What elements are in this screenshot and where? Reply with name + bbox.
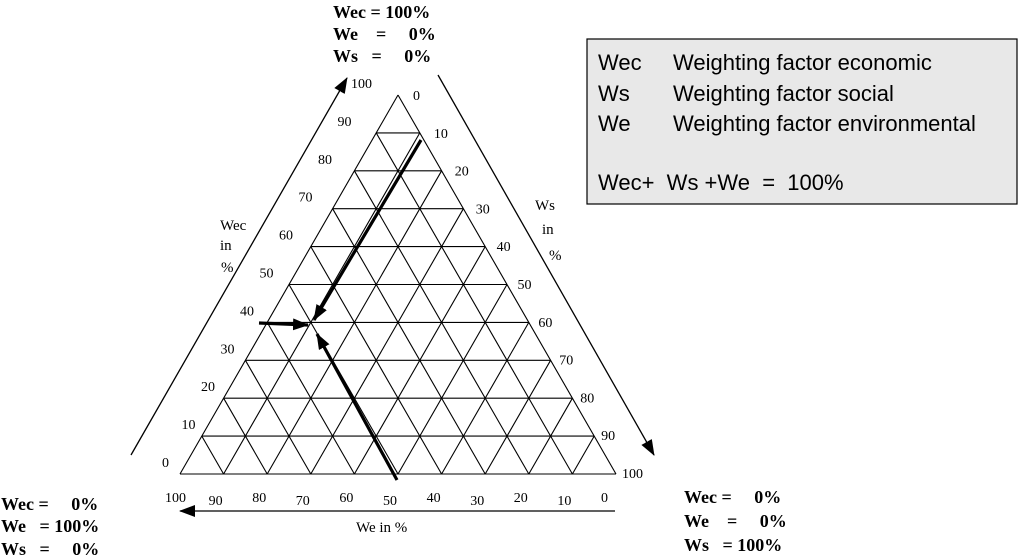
grid-line-rising — [244, 360, 312, 475]
wec-axis-arrow — [130, 77, 348, 456]
right-corner-wec: Wec = 0% — [684, 487, 781, 507]
wec-axis-label: Wec in % — [220, 218, 247, 276]
we-tick-label: 0 — [601, 491, 608, 506]
path-from-we-axis — [315, 333, 399, 481]
ws-tick-label: 20 — [455, 165, 469, 180]
ws-axis-label-line3: % — [549, 248, 562, 264]
wec-tick-label: 100 — [351, 77, 372, 92]
we-tick-label: 40 — [427, 491, 441, 506]
legend-symbol-ws: Ws — [598, 81, 630, 106]
grid-line-falling — [310, 208, 464, 475]
grid-line-falling — [223, 132, 421, 475]
we-tick-label: 30 — [470, 494, 484, 509]
ws-axis-label-line1: Ws — [535, 198, 555, 214]
top-corner-we: We = 0% — [333, 24, 436, 44]
ws-tick-label: 70 — [559, 354, 573, 369]
ws-tick-label: 0 — [413, 89, 420, 104]
wec-tick-label: 30 — [221, 342, 235, 357]
ws-tick-label: 30 — [476, 202, 490, 217]
top-corner-label: Wec = 100% We = 0% Ws = 0% — [333, 2, 436, 66]
wec-tick-label: 70 — [299, 191, 313, 206]
path-from-wec-axis — [258, 318, 309, 331]
top-corner-ws: Ws = 0% — [333, 46, 431, 66]
grid-line-falling — [571, 435, 595, 475]
we-tick-label: 50 — [383, 494, 397, 509]
right-corner-label: Wec = 0% We = 0% Ws = 100% — [684, 487, 787, 555]
we-tick-label: 80 — [252, 491, 266, 506]
ws-axis-arrow — [437, 74, 655, 456]
we-tick-label: 90 — [209, 494, 223, 509]
grid-line-rising — [375, 132, 573, 475]
we-axis-label: We in % — [356, 520, 407, 536]
we-tick-label: 100 — [165, 491, 186, 506]
grid-line-falling — [484, 360, 552, 475]
marked-point-paths — [258, 139, 423, 481]
wec-tick-label: 20 — [201, 380, 215, 395]
wec-axis-label-line3: % — [221, 260, 234, 276]
wec-tick-label: 60 — [279, 229, 293, 244]
wec-tick-label: 0 — [162, 456, 169, 471]
legend-symbol-wec: Wec — [598, 50, 642, 75]
right-corner-ws: Ws = 100% — [684, 535, 782, 555]
ws-tick-label: 60 — [538, 316, 552, 331]
top-corner-wec: Wec = 100% — [333, 2, 430, 22]
legend-desc-wec: Weighting factor economic — [673, 50, 932, 75]
legend-background — [586, 38, 1018, 205]
we-tick-label: 10 — [557, 494, 571, 509]
grid-line-falling — [397, 284, 508, 475]
path-from-ws-axis — [312, 139, 423, 321]
legend-box: Wec Weighting factor economic Ws Weighti… — [586, 38, 1018, 205]
ws-axis-label: Ws in % — [535, 198, 562, 264]
grid-line-rising — [201, 435, 225, 475]
right-corner-we: We = 0% — [684, 511, 787, 531]
triangle-grid — [179, 94, 617, 475]
grid-line-rising — [332, 208, 486, 475]
ws-tick-label: 10 — [434, 127, 448, 142]
left-corner-we: We = 100% — [1, 516, 99, 536]
left-corner-ws: Ws = 0% — [1, 539, 99, 559]
wec-tick-label: 90 — [338, 115, 352, 130]
ws-tick-labels: 0 10 20 30 40 50 60 70 80 90 100 — [413, 89, 643, 482]
ws-axis-label-line2: in — [542, 222, 554, 238]
we-tick-label: 20 — [514, 491, 528, 506]
wec-tick-label: 10 — [182, 418, 196, 433]
ws-tick-label: 80 — [580, 391, 594, 406]
ws-tick-label: 50 — [518, 278, 532, 293]
ws-tick-label: 90 — [601, 429, 615, 444]
wec-axis-label-line1: Wec — [220, 218, 247, 234]
legend-equation: Wec+ Ws +We = 100% — [598, 170, 844, 195]
wec-axis-label-line2: in — [220, 238, 232, 254]
legend-desc-ws: Weighting factor social — [673, 81, 894, 106]
grid-line-falling — [266, 170, 443, 475]
we-tick-label: 60 — [339, 491, 353, 506]
wec-tick-label: 80 — [318, 153, 332, 168]
wec-tick-label: 50 — [260, 267, 274, 282]
wec-tick-label: 40 — [240, 304, 254, 319]
ws-tick-label: 100 — [622, 467, 643, 482]
legend-desc-we: Weighting factor environmental — [673, 111, 976, 136]
left-corner-label: Wec = 0% We = 100% Ws = 0% — [1, 494, 99, 559]
left-corner-wec: Wec = 0% — [1, 494, 98, 514]
ws-tick-label: 40 — [497, 240, 511, 255]
we-tick-label: 70 — [296, 494, 310, 509]
legend-symbol-we: We — [598, 111, 631, 136]
grid-line-rising — [353, 170, 530, 475]
we-tick-labels: 100 90 80 70 60 50 40 30 20 10 0 — [165, 491, 608, 509]
